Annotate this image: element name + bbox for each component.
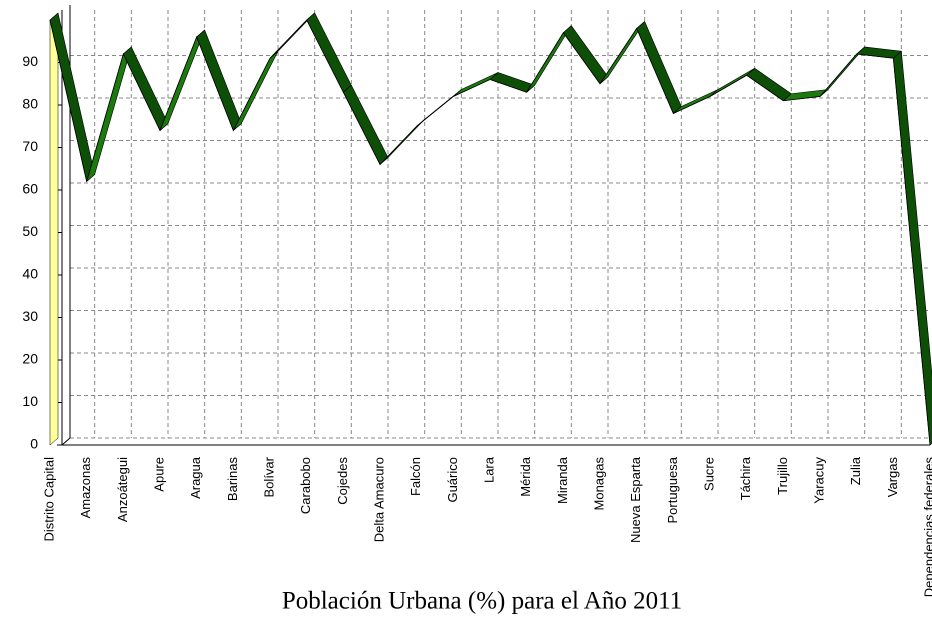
x-tick-label: Yaracuy (811, 457, 826, 504)
line (49, 19, 931, 446)
x-tick-label: Apure (151, 457, 166, 492)
ribbon-segment (306, 12, 352, 93)
y-tick-label: 20 (22, 351, 38, 367)
y-tick-label: 0 (30, 436, 38, 452)
ribbon-segment (453, 72, 499, 97)
y-tick-label: 40 (22, 266, 38, 282)
x-tick-label: Táchira (738, 456, 753, 500)
x-tick-label: Portuguesa (665, 456, 680, 523)
x-tick-label: Delta Amacuro (371, 457, 386, 542)
ribbon-segment (746, 67, 792, 102)
x-tick-label: Mérida (518, 456, 533, 497)
x-tick-label: Zulia (848, 456, 863, 485)
ribbon-segment (122, 46, 169, 131)
x-tick-label: Guárico (445, 457, 460, 503)
x-tick-label: Nueva Esparta (628, 456, 643, 543)
x-tick-label: Monagas (591, 457, 606, 511)
x-tick-label: Lara (481, 456, 496, 483)
x-tick-label: Anzoátegui (115, 457, 130, 522)
x-tick-label: Amazonas (78, 457, 93, 519)
x-tick-label: Bolívar (261, 456, 276, 497)
x-tick-label: Cojedes (335, 457, 350, 505)
x-axis-back (61, 437, 71, 446)
y-tick-label: 80 (22, 96, 38, 112)
x-tick-label: Vargas (885, 457, 900, 498)
ribbon-segment (489, 72, 536, 93)
x-tick-label: Miranda (555, 456, 570, 504)
ribbon-segment (893, 50, 932, 446)
x-tick-label: Dependencias federales (921, 457, 932, 598)
chart-title: Población Urbana (%) para el Año 2011 (282, 588, 682, 615)
first-wall (49, 12, 59, 446)
x-tick-label: Aragua (188, 456, 203, 499)
ribbon-segment (562, 25, 609, 85)
ribbon-segment (233, 51, 279, 131)
ribbon-segment (526, 25, 572, 93)
x-tick-label: Barinas (225, 457, 240, 502)
ribbon-segment (159, 29, 205, 131)
x-tick-label: Sucre (701, 457, 716, 491)
x-tick-label: Falcón (408, 457, 423, 496)
y-tick-label: 50 (22, 223, 38, 239)
y-tick-label: 60 (22, 181, 38, 197)
ribbon-segment (673, 89, 719, 114)
y-tick-label: 30 (22, 308, 38, 324)
y-tick-label: 70 (22, 138, 38, 154)
x-tick-label: Carabobo (298, 457, 313, 514)
ribbon-segment (196, 29, 242, 132)
ribbon-segment (636, 21, 682, 114)
y-tick-label: 10 (22, 393, 38, 409)
ribbon-segment (342, 84, 389, 165)
x-tick-label: Trujillo (775, 457, 790, 495)
x-tick-label: Distrito Capital (41, 457, 56, 542)
ribbon-segment (86, 46, 132, 183)
y-tick-label: 90 (22, 53, 38, 69)
